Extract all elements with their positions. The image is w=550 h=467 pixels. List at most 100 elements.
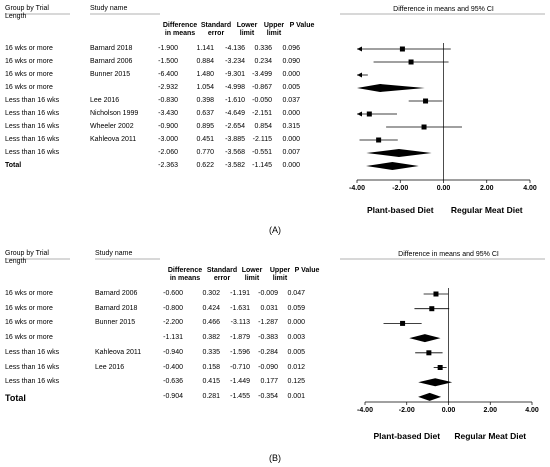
value-cell: 0.005 <box>287 348 305 356</box>
value-cell: -4.136 <box>225 45 245 52</box>
point-estimate <box>437 365 443 370</box>
group-cell: 16 wks or more <box>5 71 53 78</box>
value-cell: 0.012 <box>287 363 305 371</box>
value-cell: -3.568 <box>225 149 245 156</box>
value-cell: -0.900 <box>158 123 178 130</box>
value-cell: 0.000 <box>282 136 300 143</box>
column-header: Standard error <box>200 22 232 37</box>
group-cell: Less than 16 wks <box>5 149 60 156</box>
value-cell: -2.654 <box>225 123 245 130</box>
value-cell: 0.398 <box>196 97 214 104</box>
value-cell: -3.000 <box>158 136 178 143</box>
group-cell: 16 wks or more <box>5 58 53 65</box>
column-header: Standard error <box>206 267 238 282</box>
value-cell: -6.400 <box>158 71 178 78</box>
value-cell: 0.003 <box>287 334 305 342</box>
value-cell: 0.622 <box>196 162 214 169</box>
value-cell: -1.455 <box>230 392 250 400</box>
group-header: Group by Trial Length <box>5 250 49 265</box>
left-label: Plant-based Diet <box>366 205 434 215</box>
point-estimate <box>433 291 439 297</box>
study-cell: Lee 2016 <box>95 363 125 371</box>
value-cell: -0.009 <box>258 290 278 297</box>
group-header: Group by Trial Length <box>5 5 49 20</box>
value-cell: -0.904 <box>163 392 183 400</box>
point-estimate <box>429 306 435 312</box>
group-cell: 16 wks or more <box>5 319 53 327</box>
value-cell: 0.096 <box>282 45 300 52</box>
point-estimate <box>426 350 432 356</box>
value-cell: -1.879 <box>230 334 250 342</box>
point-estimate <box>421 124 427 130</box>
right-label: Regular Meat Diet <box>454 431 527 441</box>
value-cell: -2.060 <box>158 149 178 156</box>
x-tick-label: -2.00 <box>392 185 409 192</box>
value-cell: 0.281 <box>202 392 220 400</box>
value-cell: -3.582 <box>225 162 245 169</box>
x-tick-label: 2.00 <box>483 407 498 414</box>
group-cell: 16 wks or more <box>5 334 53 342</box>
value-cell: 0.125 <box>287 378 305 386</box>
group-cell: 16 wks or more <box>5 304 53 312</box>
value-cell: -1.631 <box>230 304 250 312</box>
summary-diamond <box>366 162 419 170</box>
study-header: Study name <box>95 250 133 257</box>
value-cell: -0.710 <box>230 363 250 371</box>
left-label: Plant-based Diet <box>373 431 441 441</box>
value-cell: 0.335 <box>202 348 220 356</box>
value-cell: -1.500 <box>158 58 178 65</box>
study-cell: Bunner 2015 <box>95 319 136 327</box>
column-header: P Value <box>289 22 315 29</box>
value-cell: -3.499 <box>252 71 272 78</box>
value-cell: -1.191 <box>230 290 250 297</box>
study-cell: Barnard 2018 <box>90 45 133 52</box>
point-estimate <box>400 320 406 326</box>
column-header: Upper limit <box>263 22 285 37</box>
value-cell: -0.800 <box>163 304 183 312</box>
point-estimate <box>376 137 382 143</box>
value-cell: -0.050 <box>252 97 272 104</box>
value-cell: 0.415 <box>202 378 220 386</box>
value-cell: 0.424 <box>202 304 220 312</box>
summary-diamond <box>409 334 441 343</box>
plot-title: Difference in means and 95% CI <box>393 6 494 13</box>
value-cell: -0.867 <box>252 84 272 91</box>
value-cell: 0.466 <box>202 319 220 327</box>
x-tick-label: 4.00 <box>523 185 537 192</box>
value-cell: -0.400 <box>163 363 183 371</box>
value-cell: 0.007 <box>282 149 300 156</box>
point-estimate <box>408 59 414 65</box>
value-cell: -0.600 <box>163 290 183 297</box>
column-header: Lower limit <box>241 267 263 282</box>
column-header: Difference in means <box>167 267 203 282</box>
panel-label: (B) <box>269 453 281 463</box>
value-cell: -0.383 <box>258 334 278 342</box>
value-cell: 0.315 <box>282 123 300 130</box>
value-cell: 0.000 <box>282 71 300 78</box>
group-cell: 16 wks or more <box>5 290 53 297</box>
value-cell: 0.770 <box>196 149 214 156</box>
value-cell: 0.336 <box>254 45 272 52</box>
value-cell: 0.005 <box>282 84 300 91</box>
group-cell: 16 wks or more <box>5 45 53 52</box>
point-estimate <box>399 46 405 52</box>
value-cell: 0.000 <box>282 110 300 117</box>
group-cell: Less than 16 wks <box>5 348 60 356</box>
group-cell: 16 wks or more <box>5 84 53 91</box>
group-cell: Less than 16 wks <box>5 378 60 386</box>
value-cell: -2.932 <box>158 84 178 91</box>
ci-arrow <box>357 46 362 52</box>
value-cell: -1.287 <box>258 319 278 327</box>
study-cell: Lee 2016 <box>90 97 120 104</box>
value-cell: -4.649 <box>225 110 245 117</box>
value-cell: 0.884 <box>196 58 214 65</box>
right-label: Regular Meat Diet <box>450 205 523 215</box>
group-cell: Less than 16 wks <box>5 363 60 371</box>
value-cell: 0.000 <box>287 319 305 327</box>
ci-arrow <box>357 72 362 78</box>
value-cell: 0.037 <box>282 97 300 104</box>
group-cell: Total <box>5 162 22 169</box>
panel-label: (A) <box>269 225 281 235</box>
group-cell: Less than 16 wks <box>5 110 60 117</box>
